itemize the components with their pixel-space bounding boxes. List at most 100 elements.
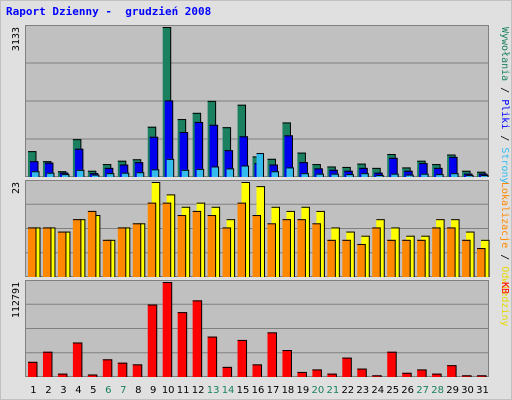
x-tick-label: 16 (252, 385, 265, 396)
bar-pliki-4 (74, 148, 83, 177)
bar-lokalizacje-3 (57, 231, 66, 277)
bar-strony-23 (361, 173, 369, 177)
bar-kb-14 (222, 366, 232, 377)
bar-kb-22 (342, 357, 352, 377)
x-tick-label: 13 (207, 385, 220, 396)
bar-pliki-11 (179, 131, 188, 177)
bar-kb-18 (282, 350, 292, 377)
bar-kb-17 (267, 332, 277, 377)
bar-kb-10 (162, 282, 172, 377)
bar-pliki-24 (374, 172, 383, 177)
bar-lokalizacje-14 (222, 227, 231, 277)
bar-kb-27 (417, 369, 427, 377)
x-tick-label: 30 (461, 385, 474, 396)
bar-lokalizacje-28 (432, 227, 441, 277)
bar-strony-10 (166, 158, 174, 177)
bar-kb-28 (432, 373, 442, 377)
x-tick-label: 15 (237, 385, 250, 396)
legend-label: / (499, 81, 510, 99)
bar-strony-29 (451, 173, 459, 177)
bar-kb-11 (177, 312, 187, 377)
right-legend-top: Wywołania / Pliki / Strony (499, 27, 510, 184)
x-tick-label: 1 (30, 385, 36, 396)
bar-kb-12 (192, 300, 202, 377)
bar-lokalizacje-20 (312, 223, 321, 277)
x-tick-label: 12 (192, 385, 205, 396)
bar-lokalizacje-31 (477, 248, 486, 277)
bar-strony-3 (61, 174, 69, 177)
bar-strony-19 (301, 173, 309, 177)
bar-strony-18 (286, 167, 294, 177)
bar-pliki-7 (119, 164, 128, 177)
x-tick-label: 27 (416, 385, 429, 396)
bar-kb-1 (28, 361, 37, 377)
x-tick-label: 29 (446, 385, 459, 396)
legend-label: Wywołania (499, 27, 510, 81)
bar-pliki-20 (314, 168, 323, 177)
bar-pliki-25 (389, 157, 398, 177)
bar-lokalizacje-18 (282, 219, 291, 277)
bar-pliki-10 (164, 100, 173, 177)
bar-lokalizacje-2 (42, 227, 51, 277)
x-tick-label: 25 (386, 385, 399, 396)
bar-lokalizacje-30 (462, 239, 471, 277)
bar-pliki-21 (329, 169, 338, 177)
bar-strony-6 (106, 173, 114, 177)
bar-strony-27 (421, 173, 429, 177)
y-max-label-2: 23 (11, 182, 22, 194)
legend-label: / (499, 248, 510, 266)
bar-strony-15 (241, 165, 249, 177)
legend-label: Lokalizacje (499, 182, 510, 248)
x-tick-label: 24 (371, 385, 384, 396)
bar-pliki-6 (104, 167, 113, 177)
bar-strony-9 (151, 169, 159, 177)
x-tick-label: 5 (90, 385, 96, 396)
bar-lokalizacje-8 (132, 223, 141, 277)
x-tick-label: 21 (326, 385, 339, 396)
bar-lokalizacje-25 (387, 239, 396, 277)
bar-kb-25 (387, 351, 397, 377)
bar-lokalizacje-23 (357, 243, 366, 277)
bar-pliki-9 (149, 136, 158, 177)
bar-lokalizacje-19 (297, 219, 306, 277)
bar-kb-29 (447, 365, 457, 377)
bar-pliki-15 (239, 136, 248, 177)
x-tick-label: 11 (177, 385, 190, 396)
bar-kb-20 (312, 369, 322, 377)
bar-lokalizacje-16 (252, 215, 261, 277)
bar-wywoania-24 (372, 167, 381, 177)
right-legend-bottom: KB (499, 282, 510, 294)
right-legend-middle: Lokalizacje / Odwiedziny (499, 182, 510, 327)
bar-lokalizacje-10 (162, 202, 171, 277)
bar-strony-8 (136, 172, 144, 177)
bar-lokalizacje-5 (87, 210, 96, 277)
x-tick-label: 23 (356, 385, 369, 396)
bar-strony-4 (76, 169, 84, 177)
x-tick-label: 17 (267, 385, 280, 396)
bar-strony-16 (256, 153, 264, 177)
x-tick-label: 18 (282, 385, 295, 396)
bar-pliki-19 (299, 162, 308, 177)
bar-strony-20 (316, 173, 324, 177)
bar-pliki-2 (44, 162, 53, 177)
x-tick-label: 7 (120, 385, 126, 396)
bar-kb-16 (252, 364, 262, 377)
bar-kb-6 (102, 359, 112, 377)
bar-strony-1 (32, 171, 39, 177)
bar-kb-19 (297, 371, 307, 377)
bar-kb-8 (132, 364, 142, 377)
x-tick-label: 20 (312, 385, 325, 396)
bar-lokalizacje-15 (237, 202, 246, 277)
bar-strony-28 (436, 174, 444, 177)
bar-kb-23 (357, 368, 367, 377)
x-tick-label: 31 (476, 385, 489, 396)
bar-pliki-29 (449, 156, 458, 177)
bar-strony-13 (211, 166, 219, 177)
bar-pliki-17 (269, 164, 278, 177)
x-tick-label: 14 (222, 385, 235, 396)
bar-strony-11 (181, 169, 189, 177)
bar-strony-25 (391, 173, 399, 177)
x-tick-label: 26 (401, 385, 414, 396)
bar-pliki-1 (30, 161, 38, 177)
